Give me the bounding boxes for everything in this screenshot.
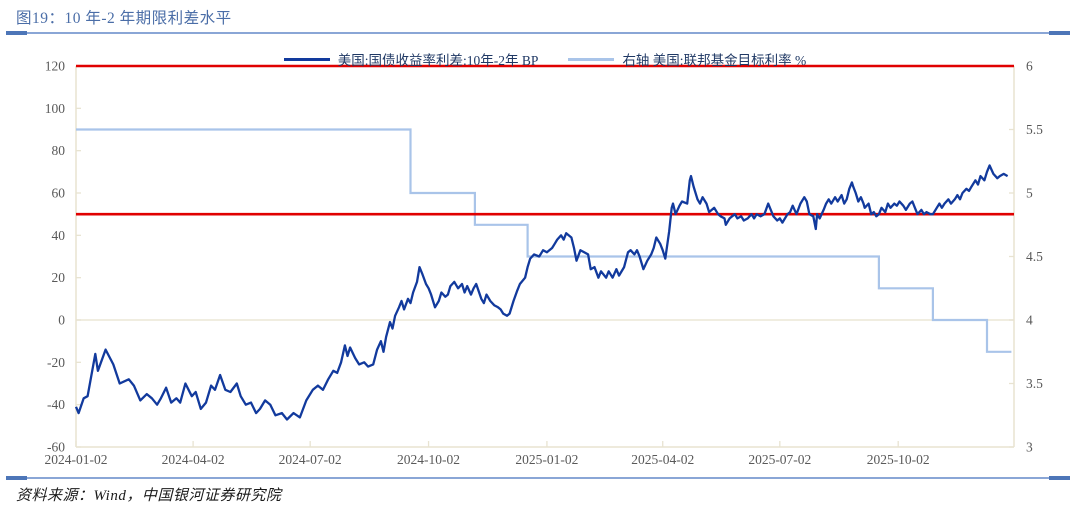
- footer-rule: [6, 476, 1070, 480]
- x-axis-tick-label: 2025-07-02: [748, 452, 811, 467]
- footer-rule-right-dash: [1049, 476, 1070, 480]
- fed-funds-target-rate-line: [76, 128, 1012, 353]
- left-axis-tick-label: 20: [52, 270, 66, 285]
- spread-line-label: 美国:国债收益率利差:10年-2年 BP: [337, 53, 539, 68]
- x-axis-tick-label: 2025-01-02: [515, 452, 578, 467]
- left-axis-tick-label: -20: [47, 355, 65, 370]
- footer-rule-line: [27, 477, 1049, 479]
- header-rule-line: [27, 32, 1049, 34]
- right-axis-tick-label: 4: [1026, 313, 1033, 328]
- right-axis-tick-label: 3: [1026, 440, 1033, 455]
- data-source-note: 资料来源：Wind，中国银河证券研究院: [16, 488, 282, 504]
- figure-title: 图19：10 年-2 年期限利差水平: [16, 10, 232, 27]
- x-axis-tick-label: 2024-07-02: [279, 452, 342, 467]
- legend-item-spread: 美国:国债收益率利差:10年-2年 BP: [283, 49, 539, 69]
- fed-funds-line-swatch: [568, 57, 615, 61]
- right-axis-tick-label: 6: [1026, 59, 1033, 74]
- chart-legend: 美国:国债收益率利差:10年-2年 BP 右轴 美国:联邦基金目标利率 %: [76, 49, 1014, 69]
- legend-item-fed-funds: 右轴 美国:联邦基金目标利率 %: [568, 49, 806, 69]
- left-axis-tick-label: 80: [52, 143, 66, 158]
- right-axis-tick-label: 5.5: [1026, 122, 1043, 137]
- fed-funds-line-label: 右轴 美国:联邦基金目标利率 %: [622, 53, 807, 68]
- left-axis-tick-label: -60: [47, 440, 65, 455]
- right-axis-tick-label: 5: [1026, 186, 1033, 201]
- left-axis-tick-label: 100: [45, 101, 66, 116]
- header-rule-right-dash: [1049, 31, 1070, 35]
- spread-line-swatch: [283, 57, 330, 61]
- left-axis-tick-label: 40: [52, 228, 66, 243]
- left-axis-tick-label: -40: [47, 397, 65, 412]
- left-axis-tick-label: 60: [52, 186, 66, 201]
- header-rule-left-dash: [6, 31, 27, 35]
- header-rule: [6, 31, 1070, 35]
- x-axis-tick-label: 2025-10-02: [867, 452, 930, 467]
- x-axis-tick-label: 2025-04-02: [631, 452, 694, 467]
- left-axis-tick-label: 120: [45, 59, 66, 74]
- right-axis-tick-label: 4.5: [1026, 249, 1043, 264]
- x-axis-tick-label: 2024-04-02: [162, 452, 225, 467]
- x-axis-tick-label: 2024-01-02: [45, 452, 108, 467]
- left-axis-tick-label: 0: [58, 313, 65, 328]
- x-axis-tick-label: 2024-10-02: [397, 452, 460, 467]
- treasury-spread-line: [74, 164, 1009, 421]
- footer-rule-left-dash: [6, 476, 27, 480]
- right-axis-tick-label: 3.5: [1026, 376, 1043, 391]
